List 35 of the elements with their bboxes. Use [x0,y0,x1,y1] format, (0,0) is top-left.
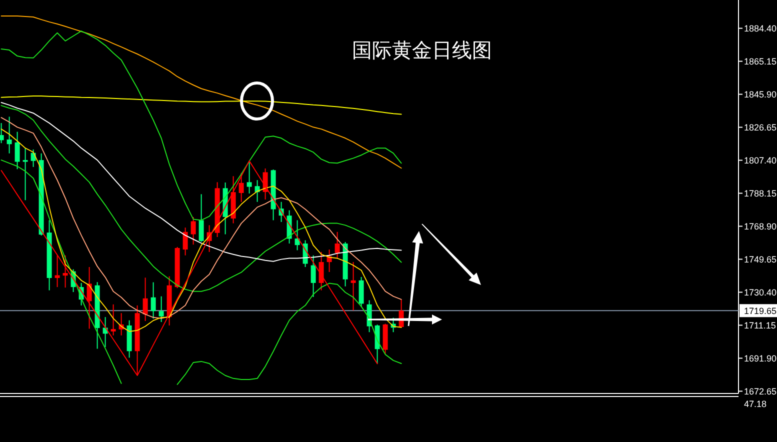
candlestick [6,116,12,154]
candlestick [62,254,68,288]
candlestick [246,160,252,194]
y-tick-label: 1768.90 [744,222,777,232]
candlestick [198,194,204,242]
text: 国际黄金日线图 [352,40,492,62]
candlestick [158,296,164,323]
y-tick-label: 1845.90 [744,90,777,100]
candlestick [150,282,156,320]
y-tick-label: 1749.65 [744,254,777,265]
candlestick [350,262,356,311]
y-tick-label: 1711.15 [744,320,776,331]
candlestick [0,122,4,144]
candlestick [310,254,316,298]
y-tick-label: 1884.40 [744,24,777,34]
y-tick-label: 1865.15 [744,56,777,67]
candlestick [318,251,324,291]
y-tick-label: 1807.40 [744,156,777,166]
candlestick [14,131,20,170]
ref-line-label: 1719.65 [744,306,777,316]
candlestick [334,231,340,260]
candlestick [22,148,28,201]
y-tick-label: 1730.40 [744,288,777,298]
candlestick [358,276,364,308]
candlestick [142,277,148,322]
y-tick-label: 1826.65 [744,122,777,133]
y-tick-label: 1788.15 [744,188,777,199]
candlestick [190,216,196,246]
candlestick [182,227,188,256]
line-series [0,105,402,292]
candlestick [54,254,60,288]
y-tick-label: 1672.65 [744,386,777,396]
text: 47.18 [744,399,767,409]
candlestick [110,304,116,336]
y-tick-label: 1691.90 [744,353,777,364]
